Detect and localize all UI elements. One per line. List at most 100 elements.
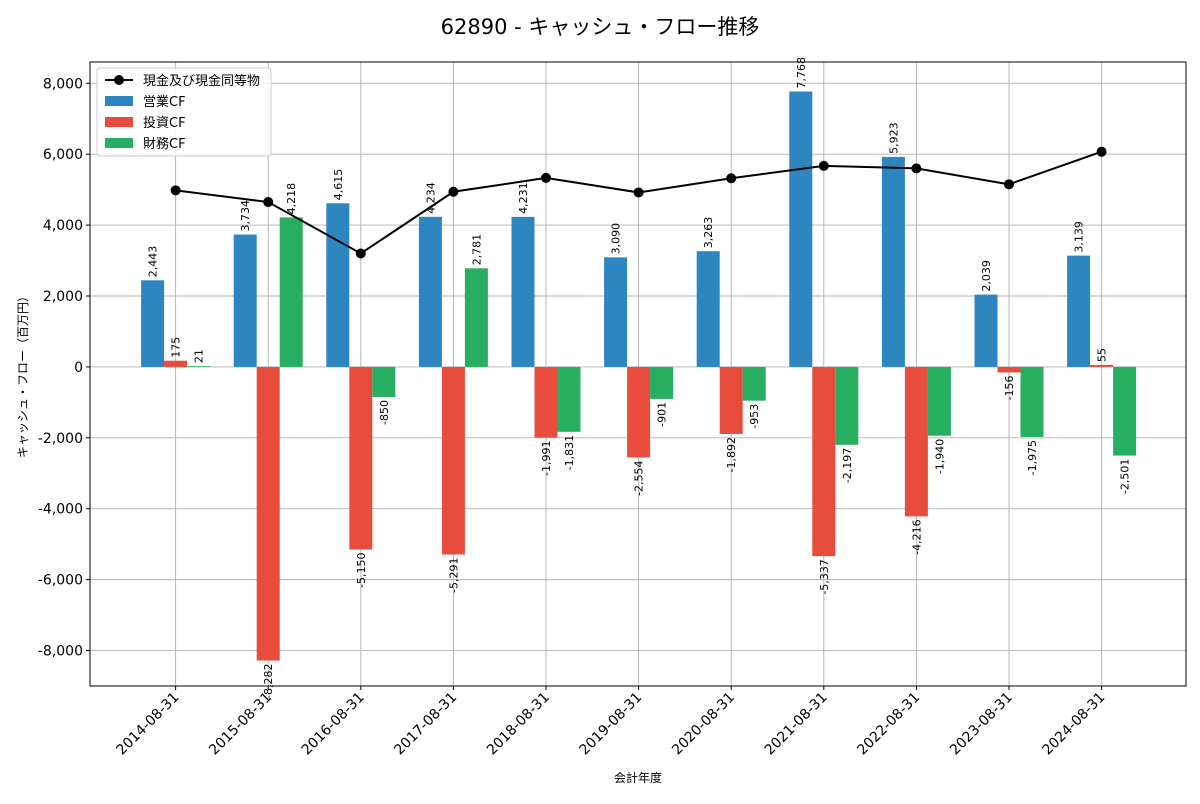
bar-投資CF: [627, 366, 651, 458]
data-label-営業CF: 2,443: [147, 246, 160, 278]
legend-frame: [96, 67, 272, 157]
y-tick-label: 4,000: [43, 218, 83, 234]
legend-swatch-財務CF: [105, 138, 133, 148]
legend-swatch-営業CF: [105, 96, 133, 106]
cash-line-point: [911, 163, 922, 174]
bar-投資CF: [812, 366, 836, 557]
bar-営業CF: [696, 251, 720, 367]
bar-投資CF: [997, 366, 1021, 373]
x-tick-label: 2015-08-31: [206, 690, 275, 759]
chart-title: 62890 - キャッシュ・フロー推移: [441, 15, 760, 39]
cash-line-point: [633, 187, 644, 198]
x-tick-label: 2014-08-31: [114, 690, 183, 759]
bar-営業CF: [789, 91, 813, 367]
bar-営業CF: [881, 156, 905, 367]
bar-営業CF: [326, 203, 350, 367]
y-axis-label: キャッシュ・フロー（百万円）: [16, 290, 30, 458]
x-tick-label: 2020-08-31: [669, 690, 738, 759]
y-tick-label: -4,000: [38, 502, 83, 518]
data-label-投資CF: -4,216: [910, 519, 923, 554]
data-label-財務CF: -1,975: [1026, 440, 1039, 475]
bar-投資CF: [719, 366, 743, 434]
plot-frame: [89, 61, 1187, 687]
data-label-営業CF: 4,234: [424, 182, 437, 214]
cash-line-point: [448, 186, 459, 197]
data-label-営業CF: 7,768: [795, 57, 808, 89]
data-label-営業CF: 4,615: [332, 169, 345, 201]
data-label-財務CF: -1,831: [563, 435, 576, 470]
x-tick-label: 2021-08-31: [762, 690, 831, 759]
data-label-財務CF: -2,197: [841, 448, 854, 483]
data-label-投資CF: 175: [170, 337, 183, 358]
data-label-営業CF: 3,090: [610, 223, 623, 255]
bar-投資CF: [904, 366, 928, 517]
bar-投資CF: [441, 366, 465, 555]
bar-財務CF: [1020, 366, 1044, 437]
cash-line-point: [541, 172, 551, 183]
data-label-財務CF: 4,218: [285, 183, 298, 215]
x-tick-label: 2019-08-31: [577, 690, 646, 759]
y-tick-label: -6,000: [38, 573, 83, 589]
y-tick-label: 6,000: [43, 147, 83, 163]
bar-財務CF: [835, 366, 859, 445]
data-label-営業CF: 5,923: [887, 122, 900, 154]
y-axis: 8,000 6,000 4,000 2,000 0 -2,000 -4,000 -6,000 -…: [38, 76, 90, 660]
bar-財務CF: [650, 366, 674, 399]
x-tick-label: 2017-08-31: [391, 690, 460, 759]
data-label-投資CF: -5,337: [818, 559, 831, 594]
bar-財務CF: [557, 366, 581, 432]
data-label-財務CF: -953: [748, 404, 761, 429]
data-label-営業CF: 2,039: [980, 260, 993, 292]
data-label-財務CF: -901: [656, 402, 669, 427]
x-tick-label: 2024-08-31: [1040, 690, 1109, 759]
x-tick-label: 2018-08-31: [484, 690, 553, 759]
data-label-財務CF: 2,781: [470, 234, 483, 266]
data-labels: 2,443 3,734 4,615 4,234 4,231 3,090 3,263 7,768…: [147, 57, 1132, 699]
bar-営業CF: [1067, 255, 1091, 367]
bar-財務CF: [372, 366, 396, 398]
bar-財務CF: [464, 268, 488, 367]
legend-label-現金及び現金同等物: 現金及び現金同等物: [143, 73, 260, 89]
bars: [141, 91, 1137, 661]
bar-財務CF: [927, 366, 951, 436]
cash-line-point: [1096, 146, 1107, 157]
y-tick-label: 8,000: [43, 76, 83, 92]
legend-swatch-投資CF: [105, 117, 133, 127]
data-label-投資CF: 55: [1096, 348, 1109, 362]
cash-line-point: [263, 197, 274, 208]
x-axis-label: 会計年度: [614, 770, 662, 785]
legend-label-財務CF: 財務CF: [143, 137, 186, 152]
cash-line-point: [726, 173, 737, 184]
bar-財務CF: [279, 217, 303, 367]
bar-投資CF: [256, 366, 280, 661]
cash-line-point: [1004, 179, 1014, 190]
x-axis: 2014-08-31 2015-08-31 2016-08-31 2017-08-31…: [114, 686, 1109, 759]
cash-line-point: [355, 248, 366, 259]
bar-投資CF: [349, 366, 373, 550]
bar-投資CF: [534, 366, 558, 438]
data-label-投資CF: -8,282: [262, 664, 275, 699]
cash-line: [170, 146, 1107, 259]
data-label-投資CF: -5,291: [447, 557, 460, 592]
data-label-営業CF: 3,139: [1073, 221, 1086, 253]
legend-line-marker: [114, 75, 124, 85]
y-tick-label: 0: [74, 360, 83, 376]
data-label-財務CF: 21: [193, 349, 206, 363]
data-label-営業CF: 3,734: [239, 200, 252, 232]
bar-財務CF: [742, 366, 766, 401]
y-tick-label: -2,000: [38, 431, 83, 447]
data-label-財務CF: -850: [378, 400, 391, 425]
bar-営業CF: [511, 216, 535, 367]
y-tick-label: -8,000: [38, 644, 83, 660]
data-label-投資CF: -2,554: [633, 460, 646, 495]
bar-財務CF: [1113, 366, 1137, 456]
bar-財務CF: [187, 366, 211, 367]
data-label-営業CF: 3,263: [702, 217, 715, 249]
bar-営業CF: [974, 294, 998, 367]
bar-営業CF: [604, 257, 628, 367]
data-label-投資CF: -5,150: [355, 553, 368, 588]
bar-営業CF: [418, 216, 442, 367]
x-tick-label: 2016-08-31: [299, 690, 368, 759]
